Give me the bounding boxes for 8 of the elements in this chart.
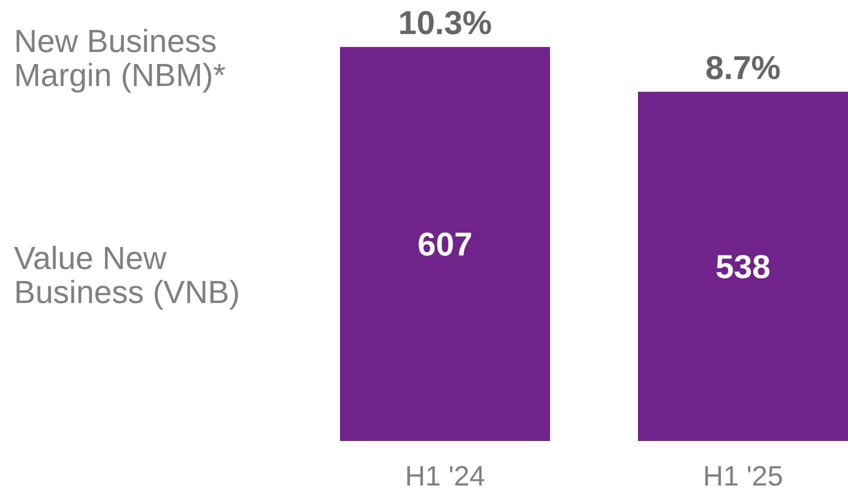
annotation: 10.3% <box>398 4 492 41</box>
text: New Business Margin (NBM)* <box>14 23 226 93</box>
data-label: 538 <box>715 248 771 285</box>
text: Value New Business (VNB) <box>14 240 240 310</box>
data-label: 607 <box>417 226 473 262</box>
x-tick-label: H1 '24 <box>404 460 486 492</box>
x-tick-label: H1 '25 <box>702 460 784 492</box>
annotation: 8.7% <box>705 48 781 86</box>
